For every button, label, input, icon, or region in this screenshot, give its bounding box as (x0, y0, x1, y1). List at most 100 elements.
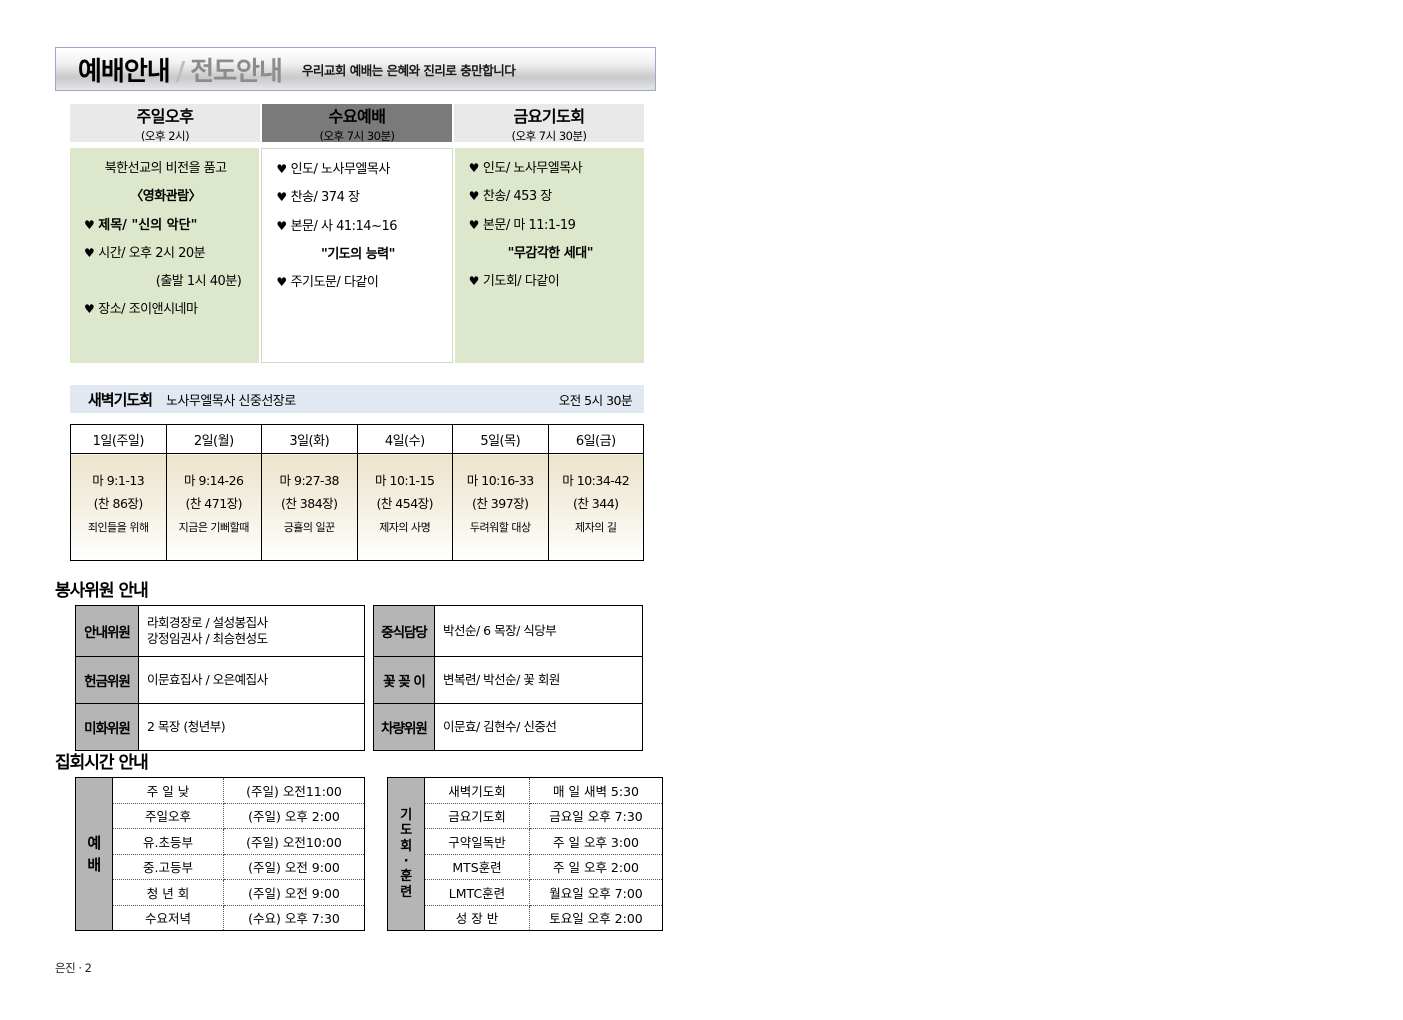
heart-icon: ♥ (276, 162, 287, 176)
meeting-name: 중.고등부 (112, 853, 224, 880)
dawn-prayer-time: 오전 5시 30분 (558, 392, 633, 408)
service-time: (오후 2시) (140, 128, 190, 143)
meeting-time: 주 일 오후 3:00 (529, 828, 663, 855)
fri-hymn: 찬송/ 453 장 (482, 189, 552, 205)
sunday-place-row: ♥ 장소/ 조이앤시네마 (84, 303, 247, 317)
table-row: 성 장 반 토요일 오후 2:00 (388, 904, 663, 931)
dawn-day-header-row: 1일(주일) 2일(월) 3일(화) 4일(수) 5일(목) 6일(금) (70, 424, 644, 454)
sunday-movie-title: 제목/ "신의 악단" (98, 217, 198, 233)
dawn-cell: 마 9:1-13 (찬 86장) 죄인들을 위해 (70, 453, 167, 561)
fri-leader-row: ♥ 인도/ 노사무엘목사 (468, 161, 632, 176)
service-body-wednesday: ♥ 인도/ 노사무엘목사 ♥ 찬송/ 374 장 ♥ 본문/ 사 41:14~16 "… (261, 148, 453, 363)
volunteer-value: 변복련/ 박선순/ 꽃 회원 (434, 656, 643, 704)
meeting-time: (주일) 오후 2:00 (223, 802, 365, 829)
meeting-time: 금요일 오후 7:30 (529, 802, 663, 829)
volunteer-label: 안내위원 (75, 605, 139, 657)
worship-side-label: 예 배 (75, 777, 113, 931)
meeting-name: 청 년 회 (112, 879, 224, 906)
wed-hymn: 찬송/ 374 장 (290, 190, 360, 206)
volunteer-label: 미화위원 (75, 703, 139, 751)
heart-icon: ♥ (276, 190, 287, 205)
dawn-prayer-title: 새벽기도회 (88, 390, 153, 409)
dawn-verse: 마 9:14-26 (184, 473, 244, 488)
volunteer-table-left: 안내위원 라회경장로 / 설성봉집사 강정임권사 / 최승현성도 헌금위원 이문… (75, 605, 365, 751)
table-row: 중.고등부 (주일) 오전 9:00 (76, 853, 365, 880)
meeting-name: 주일오후 (112, 802, 224, 829)
table-row: 수요저녁 (수요) 오후 7:30 (76, 904, 365, 931)
table-row: 꽃 꽂 이 변복련/ 박선순/ 꽃 회원 (373, 656, 643, 704)
dawn-day: 2일(월) (165, 424, 262, 454)
dawn-day: 4일(수) (356, 424, 453, 454)
meeting-name: 구약일독반 (424, 828, 530, 855)
dawn-verse: 마 10:16-33 (466, 473, 534, 488)
dawn-theme: 지금은 기뻐할때 (178, 521, 250, 534)
service-body-sunday-pm: 북한선교의 비전을 품고 〈영화관람〉 ♥ 제목/ "신의 악단" ♥ 시간/ 오후… (70, 148, 260, 363)
service-name: 금요기도회 (513, 106, 585, 126)
fri-prayer-row: ♥ 기도회/ 다같이 (469, 275, 632, 289)
dawn-cell: 마 9:14-26 (찬 471장) 지금은 기뻐할때 (165, 453, 262, 561)
prayer-side-label: 기 도 회 · 훈 련 (387, 777, 425, 931)
volunteer-section-title: 봉사위원 안내 (55, 581, 149, 601)
banner-title-primary: 예배안내 (78, 56, 171, 87)
fri-scripture-row: ♥ 본문/ 마 11:1-19 (469, 217, 632, 233)
dawn-verse: 마 9:1-13 (92, 473, 145, 488)
table-row: 기 도 회 · 훈 련 새벽기도회 매 일 새벽 5:30 (387, 777, 663, 931)
volunteer-label: 차량위원 (373, 703, 435, 751)
wed-sermon-title: "기도의 능력" (321, 246, 395, 262)
service-body-friday: ♥ 인도/ 노사무엘목사 ♥ 찬송/ 453 장 ♥ 본문/ 마 11:1-19 "무… (454, 148, 644, 363)
dawn-hymn: (찬 86장) (93, 496, 144, 511)
dawn-day: 5일(목) (452, 424, 549, 454)
meeting-name: 금요기도회 (424, 802, 530, 829)
heart-icon: ♥ (84, 245, 95, 260)
worship-guide-subtitle: 우리교회 예배는 은혜와 진리로 충만합니다 (301, 62, 516, 78)
dawn-cell: 마 10:16-33 (찬 397장) 두려워할 대상 (452, 453, 549, 561)
dawn-theme: 긍휼의 일꾼 (283, 521, 336, 534)
meeting-time: (주일) 오전10:00 (223, 828, 365, 855)
heart-icon: ♥ (276, 218, 287, 233)
volunteer-value: 박선순/ 6 목장/ 식당부 (434, 605, 643, 657)
meeting-time: 매 일 새벽 5:30 (529, 777, 663, 804)
dawn-cell: 마 10:1-15 (찬 454장) 제자의 사명 (356, 453, 453, 561)
dawn-prayer-leader: 노사무엘목사 신중선장로 (166, 393, 296, 409)
table-row: MTS훈련 주 일 오후 2:00 (388, 853, 663, 880)
service-header-sunday-pm: 주일오후 (오후 2시) (70, 104, 260, 143)
wed-prayer: 주기도문/ 다같이 (290, 275, 379, 291)
sunday-movie-label: 〈영화관람〉 (130, 189, 202, 205)
wed-prayer-row: ♥ 주기도문/ 다같이 (276, 276, 439, 290)
dawn-verse: 마 10:1-15 (375, 473, 435, 488)
meeting-name: LMTC훈련 (424, 879, 530, 906)
heart-icon: ♥ (468, 161, 480, 175)
wed-scripture: 본문/ 사 41:14~16 (290, 218, 398, 234)
wed-leader-row: ♥ 인도/ 노사무엘목사 (276, 162, 439, 177)
volunteer-table-right: 중식담당 박선순/ 6 목장/ 식당부 꽃 꽂 이 변복련/ 박선순/ 꽃 회원… (373, 605, 643, 751)
sunday-movie-title-row: ♥ 제목/ "신의 악단" (84, 217, 247, 233)
service-name: 주일오후 (136, 106, 194, 126)
heart-icon: ♥ (276, 275, 287, 290)
table-row: 구약일독반 주 일 오후 3:00 (388, 828, 663, 855)
service-header-friday: 금요기도회 (오후 7시 30분) (454, 104, 644, 143)
sunday-time-row: ♥ 시간/ 오후 2시 20분 (84, 245, 247, 261)
meeting-time: (주일) 오전11:00 (223, 777, 365, 804)
table-row: 주일오후 (주일) 오후 2:00 (76, 802, 365, 829)
meeting-time: (주일) 오전 9:00 (223, 853, 365, 880)
service-time: (오후 7시 30분) (319, 128, 395, 143)
fri-sermon-title: "무감각한 세대" (507, 245, 594, 261)
table-row: 안내위원 라회경장로 / 설성봉집사 강정임권사 / 최승현성도 (75, 605, 365, 657)
service-column-headers: 주일오후 (오후 2시) 수요예배 (오후 7시 30분) 금요기도회 (오후 … (70, 104, 644, 143)
sunday-departure: (출발 1시 40분) (155, 274, 242, 290)
meeting-name: 수요저녁 (112, 904, 224, 931)
right-page: 향기로운 예물 사람이 무엇으로 심든지 그대로 거두리라(갈 6:7) ♠십일… (702, 0, 1403, 992)
meeting-name: 새벽기도회 (424, 777, 530, 804)
service-name: 수요예배 (328, 106, 386, 126)
fri-scripture: 본문/ 마 11:1-19 (482, 217, 576, 233)
meeting-times-section-title: 집회시간 안내 (55, 753, 149, 773)
dawn-verse: 마 10:34-42 (562, 473, 630, 488)
dawn-cell: 마 10:34-42 (찬 344) 제자의 길 (547, 453, 644, 561)
dawn-theme: 제자의 사명 (379, 521, 431, 534)
prayer-training-times-table: 기 도 회 · 훈 련 새벽기도회 매 일 새벽 5:30 금요기도회 금요일 … (387, 777, 663, 931)
volunteer-label: 꽃 꽂 이 (373, 656, 435, 704)
sunday-time: 시간/ 오후 2시 20분 (98, 245, 206, 261)
dawn-hymn: (찬 344) (572, 496, 619, 511)
fri-hymn-row: ♥ 찬송/ 453 장 (469, 190, 632, 204)
fri-prayer: 기도회/ 다같이 (482, 274, 560, 290)
